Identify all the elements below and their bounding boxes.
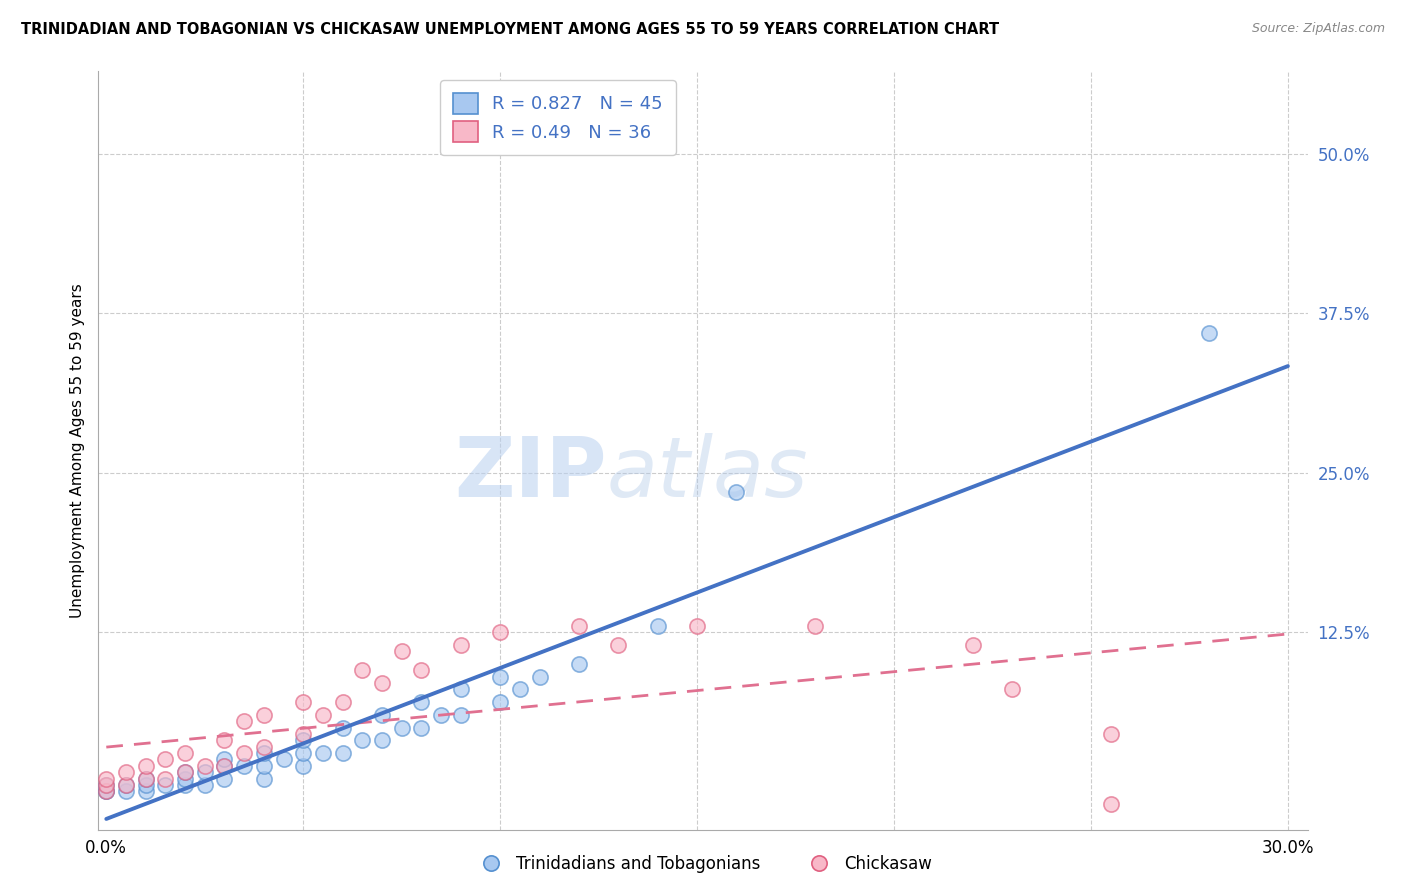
Point xyxy=(96,778,118,792)
Point xyxy=(352,733,374,747)
Legend: Trinidadians and Tobagonians, Chickasaw: Trinidadians and Tobagonians, Chickasaw xyxy=(468,848,938,880)
Point xyxy=(214,759,236,773)
Point xyxy=(214,772,236,786)
Point xyxy=(233,759,256,773)
Point xyxy=(214,759,236,773)
Point xyxy=(509,682,531,697)
Point xyxy=(568,657,591,671)
Point xyxy=(214,733,236,747)
Point xyxy=(962,638,984,652)
Point xyxy=(135,772,157,786)
Point xyxy=(450,638,472,652)
Point xyxy=(194,778,217,792)
Point xyxy=(1099,797,1122,811)
Point xyxy=(233,746,256,760)
Y-axis label: Unemployment Among Ages 55 to 59 years: Unemployment Among Ages 55 to 59 years xyxy=(69,283,84,618)
Point xyxy=(450,682,472,697)
Point xyxy=(174,746,197,760)
Point xyxy=(529,670,551,684)
Point xyxy=(332,695,354,709)
Point xyxy=(96,772,118,786)
Point xyxy=(411,695,433,709)
Point xyxy=(115,778,138,792)
Point xyxy=(489,695,512,709)
Point xyxy=(174,765,197,780)
Point xyxy=(1001,682,1024,697)
Point xyxy=(174,765,197,780)
Point xyxy=(804,618,827,632)
Point xyxy=(115,784,138,798)
Point xyxy=(312,707,335,722)
Point xyxy=(253,739,276,754)
Point xyxy=(430,707,453,722)
Point xyxy=(1198,326,1220,340)
Point xyxy=(489,670,512,684)
Point xyxy=(371,733,394,747)
Point xyxy=(607,638,630,652)
Point xyxy=(568,618,591,632)
Point xyxy=(292,733,315,747)
Point xyxy=(96,784,118,798)
Point xyxy=(155,772,177,786)
Point xyxy=(450,707,472,722)
Point xyxy=(174,772,197,786)
Point xyxy=(371,676,394,690)
Point xyxy=(371,707,394,722)
Point xyxy=(194,759,217,773)
Text: TRINIDADIAN AND TOBAGONIAN VS CHICKASAW UNEMPLOYMENT AMONG AGES 55 TO 59 YEARS C: TRINIDADIAN AND TOBAGONIAN VS CHICKASAW … xyxy=(21,22,1000,37)
Point xyxy=(253,759,276,773)
Point xyxy=(96,784,118,798)
Point xyxy=(135,778,157,792)
Point xyxy=(352,663,374,677)
Point xyxy=(253,772,276,786)
Point xyxy=(155,778,177,792)
Text: atlas: atlas xyxy=(606,433,808,514)
Point xyxy=(273,752,295,766)
Point xyxy=(332,721,354,735)
Point xyxy=(292,695,315,709)
Point xyxy=(489,625,512,640)
Point xyxy=(411,663,433,677)
Point xyxy=(391,644,413,658)
Point xyxy=(135,784,157,798)
Point xyxy=(411,721,433,735)
Point xyxy=(194,765,217,780)
Text: Source: ZipAtlas.com: Source: ZipAtlas.com xyxy=(1251,22,1385,36)
Point xyxy=(174,778,197,792)
Point xyxy=(135,772,157,786)
Point xyxy=(292,727,315,741)
Point xyxy=(214,752,236,766)
Point xyxy=(647,618,669,632)
Point xyxy=(686,618,709,632)
Point xyxy=(155,752,177,766)
Point xyxy=(253,746,276,760)
Point xyxy=(725,484,748,499)
Point xyxy=(253,707,276,722)
Point xyxy=(96,778,118,792)
Point xyxy=(115,765,138,780)
Point xyxy=(292,746,315,760)
Legend: R = 0.827   N = 45, R = 0.49   N = 36: R = 0.827 N = 45, R = 0.49 N = 36 xyxy=(440,80,676,154)
Point xyxy=(1099,727,1122,741)
Point xyxy=(135,759,157,773)
Point xyxy=(233,714,256,729)
Text: ZIP: ZIP xyxy=(454,433,606,514)
Point xyxy=(391,721,413,735)
Point xyxy=(115,778,138,792)
Point xyxy=(96,784,118,798)
Point xyxy=(292,759,315,773)
Point xyxy=(332,746,354,760)
Point xyxy=(312,746,335,760)
